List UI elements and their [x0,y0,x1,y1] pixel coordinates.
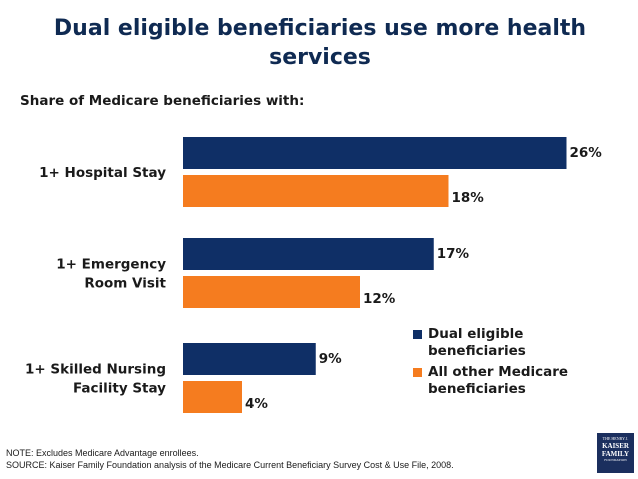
chart-subtitle: Share of Medicare beneficiaries with: [20,93,305,109]
category-label: 1+ Skilled Nursing Facility Stay [25,362,166,397]
category-label: 1+ Emergency Room Visit [56,257,166,292]
footnotes: NOTE: Excludes Medicare Advantage enroll… [6,447,566,471]
category-label: 1+ Hospital Stay [39,165,166,181]
legend-label-dual: Dual eligible beneficiaries [428,326,526,359]
source-text: SOURCE: Kaiser Family Foundation analysi… [6,460,454,470]
bar-all-other [183,175,449,207]
legend-swatch-other [413,368,422,377]
bar-dual-eligible [183,137,567,169]
legend-item-dual: Dual eligible beneficiaries [413,326,613,360]
bar-all-other [183,276,360,308]
data-label: 9% [319,351,342,367]
chart-title: Dual eligible beneficiaries use more hea… [53,16,587,70]
note-text: NOTE: Excludes Medicare Advantage enroll… [6,448,199,458]
kaiser-logo: THE HENRY J. KAISER FAMILY FOUNDATION [597,433,634,473]
bar-all-other [183,381,242,413]
bar-chart: 1+ Hospital Stay 26% 18% 1+ Emergency Room V… [25,137,603,413]
data-label: 17% [437,246,470,262]
data-label: 26% [570,145,603,161]
logo-line-2a: KAISER [602,442,629,450]
legend-item-other: All other Medicare beneficiaries [413,364,613,398]
data-label: 4% [245,396,268,412]
legend-swatch-dual [413,330,422,339]
logo-line-3: FOUNDATION [604,458,627,462]
data-label: 18% [452,190,485,206]
legend: Dual eligible beneficiaries All other Me… [413,326,613,402]
logo-line-2b: FAMILY [601,450,630,458]
bar-dual-eligible [183,238,434,270]
bar-dual-eligible [183,343,316,375]
data-label: 12% [363,291,396,307]
logo-line-1: THE HENRY J. [602,436,629,441]
legend-label-other: All other Medicare beneficiaries [428,364,569,397]
